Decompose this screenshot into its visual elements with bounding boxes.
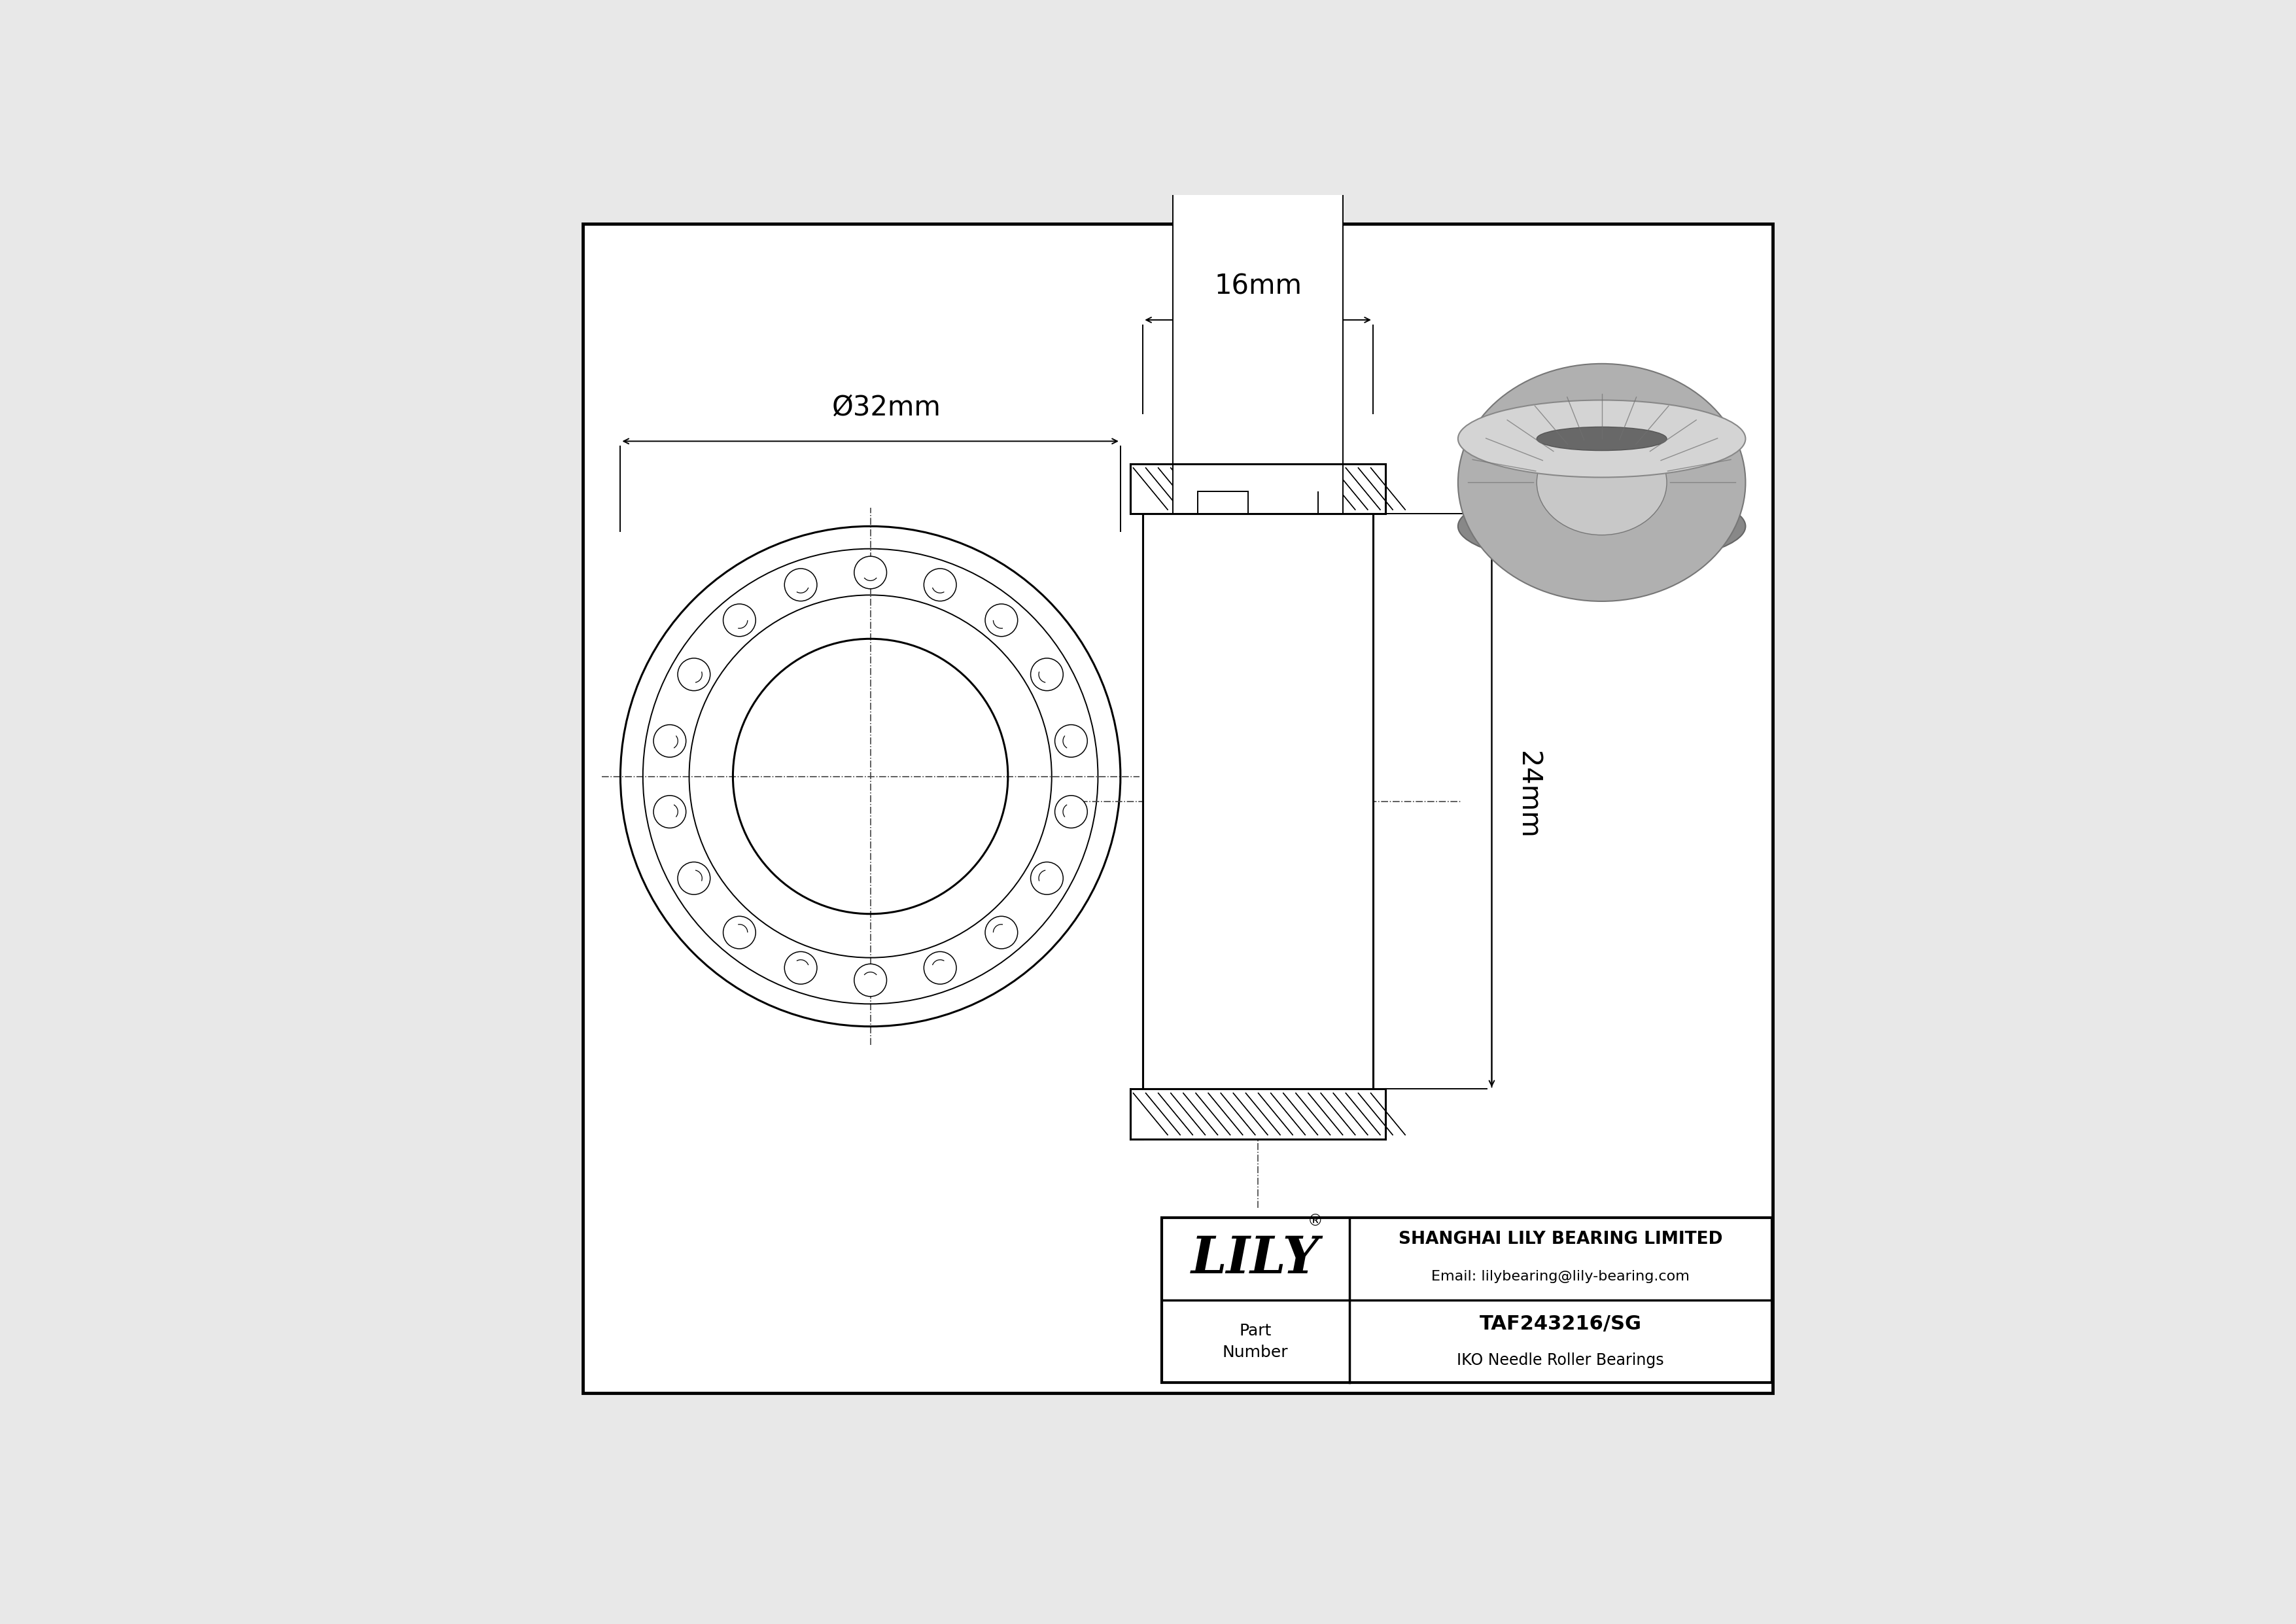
Circle shape — [677, 658, 709, 690]
Circle shape — [785, 952, 817, 984]
Circle shape — [1054, 724, 1088, 757]
Bar — [1162, 1218, 1773, 1384]
Text: SHANGHAI LILY BEARING LIMITED: SHANGHAI LILY BEARING LIMITED — [1398, 1231, 1722, 1247]
Bar — [1162, 1218, 1773, 1384]
Bar — [1130, 1090, 1384, 1138]
Bar — [1130, 464, 1384, 513]
Text: Ø32mm: Ø32mm — [831, 393, 941, 421]
Text: LILY: LILY — [1192, 1234, 1320, 1285]
Circle shape — [1031, 658, 1063, 690]
Ellipse shape — [1536, 430, 1667, 534]
Circle shape — [854, 557, 886, 590]
Circle shape — [1054, 796, 1088, 828]
Circle shape — [854, 965, 886, 997]
Circle shape — [985, 916, 1017, 948]
Text: 24mm: 24mm — [1515, 752, 1541, 840]
Circle shape — [654, 796, 687, 828]
Bar — [1143, 513, 1373, 1090]
Circle shape — [654, 724, 687, 757]
Text: ®: ® — [1309, 1213, 1322, 1229]
Circle shape — [723, 916, 755, 948]
Ellipse shape — [1458, 400, 1745, 477]
Circle shape — [723, 604, 755, 637]
Bar — [1173, 0, 1343, 513]
Bar — [1199, 490, 1249, 513]
Ellipse shape — [1536, 427, 1667, 450]
Text: Email: lilybearing@lily-bearing.com: Email: lilybearing@lily-bearing.com — [1430, 1270, 1690, 1283]
Text: Part
Number: Part Number — [1221, 1324, 1288, 1361]
Circle shape — [985, 604, 1017, 637]
Circle shape — [923, 952, 957, 984]
Circle shape — [923, 568, 957, 601]
Text: TAF243216/SG: TAF243216/SG — [1479, 1314, 1642, 1333]
Text: 16mm: 16mm — [1215, 273, 1302, 300]
Bar — [1130, 1090, 1384, 1138]
Ellipse shape — [1536, 515, 1667, 538]
Circle shape — [1031, 862, 1063, 895]
Ellipse shape — [1458, 487, 1745, 565]
Bar — [1130, 464, 1384, 513]
Circle shape — [677, 862, 709, 895]
Text: IKO Needle Roller Bearings: IKO Needle Roller Bearings — [1458, 1353, 1665, 1367]
Circle shape — [785, 568, 817, 601]
Ellipse shape — [1458, 364, 1745, 601]
